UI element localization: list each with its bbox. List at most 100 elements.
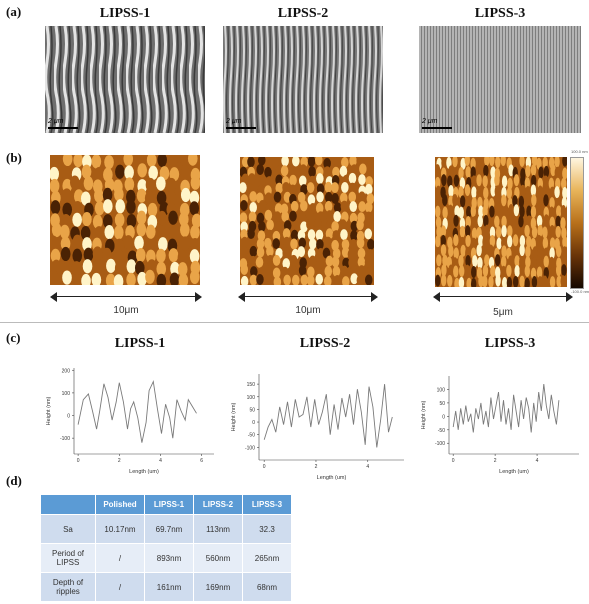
afm-bump — [348, 172, 357, 184]
afm-bump — [549, 276, 556, 287]
afm-bump — [82, 211, 92, 227]
y-tick-label: -50 — [248, 433, 255, 439]
afm-bump — [189, 249, 200, 264]
afm-bump — [157, 155, 167, 168]
afm-bump — [81, 273, 91, 285]
afm-bump — [471, 227, 478, 240]
afm-bump — [298, 264, 307, 276]
afm-bump — [554, 166, 561, 179]
afm-bump — [506, 186, 513, 199]
afm-bump — [102, 187, 113, 202]
sem-title-3: LIPSS-3 — [474, 6, 526, 21]
afm-bump — [258, 157, 266, 166]
afm-bump — [81, 164, 92, 179]
table-cell: Sa — [41, 514, 96, 544]
afm-bump — [537, 224, 543, 237]
afm-bump — [113, 274, 124, 285]
afm-bump — [550, 164, 556, 177]
afm-bump — [458, 254, 464, 267]
sem-image-lipss-2: 2 μm — [223, 26, 383, 133]
afm-bump — [478, 234, 484, 247]
afm-bump — [316, 191, 324, 203]
afm-bump — [136, 188, 147, 203]
afm-bump — [189, 190, 200, 205]
afm-bump — [554, 186, 560, 199]
afm-bump — [102, 214, 113, 229]
afm-bump — [435, 185, 442, 198]
afm-bump — [440, 225, 447, 238]
afm-bump — [316, 173, 324, 185]
afm-bump — [308, 166, 316, 178]
afm-bump — [441, 157, 447, 169]
afm-bump — [282, 247, 290, 259]
afm-bump — [342, 276, 350, 285]
afm-bump — [471, 175, 477, 188]
afm-bump — [315, 273, 324, 285]
afm-bump — [496, 237, 502, 250]
afm-bump — [83, 247, 94, 262]
afm-bump — [308, 255, 317, 267]
table-cell: 69.7nm — [144, 514, 194, 544]
height-profile-chart-1: -100 0 100 200 0 2 4 6 Length (um) Height (nm) — [46, 368, 214, 475]
afm-bump — [249, 191, 257, 203]
afm-bump — [134, 235, 144, 250]
afm-bump — [490, 166, 496, 179]
afm-bump — [519, 244, 525, 257]
afm-bump — [524, 264, 530, 277]
afm-bump — [489, 205, 495, 218]
afm-bump — [135, 247, 146, 263]
afm-bump — [50, 178, 60, 194]
afm-bump — [348, 257, 356, 269]
panel-a-label: (a) — [6, 4, 22, 19]
sem-image-lipss-3: 2 μm — [419, 26, 581, 133]
afm-bump — [333, 202, 342, 214]
afm-bump — [470, 277, 477, 287]
afm-bump — [157, 210, 167, 226]
afm-bump — [241, 173, 250, 185]
sem-texture-1 — [45, 26, 205, 133]
afm-bump — [466, 205, 472, 218]
afm-bump — [341, 157, 349, 168]
afm-bump — [543, 255, 549, 268]
afm-bump — [484, 254, 490, 267]
afm-bump — [331, 182, 339, 194]
afm-bump — [144, 238, 155, 253]
afm-bump — [325, 228, 334, 240]
afm-bump — [495, 274, 501, 287]
afm-bump — [324, 265, 333, 277]
afm-bump — [525, 165, 531, 178]
afm-bump — [348, 191, 357, 203]
afm-bump — [435, 205, 441, 218]
afm-bump — [134, 260, 145, 276]
afm-bump — [298, 175, 307, 187]
afm-bump — [514, 265, 520, 278]
afm-bump — [448, 195, 454, 208]
afm-bump — [501, 194, 507, 207]
afm-bump — [442, 206, 448, 219]
afm-bump — [349, 157, 357, 167]
afm-bump — [350, 230, 358, 242]
afm-bump — [514, 224, 520, 237]
afm-bump — [156, 248, 166, 263]
afm-bump — [292, 274, 300, 285]
sem-title-2: LIPSS-2 — [277, 6, 329, 21]
afm-bump — [180, 236, 190, 251]
x-axis-title: Length (um) — [499, 469, 529, 475]
afm-bump — [281, 157, 289, 167]
afm-bump — [114, 212, 125, 228]
afm-bump — [440, 274, 447, 287]
afm-bump — [519, 275, 525, 287]
afm-bump — [258, 221, 266, 232]
table-cell: Period of LIPSS — [41, 543, 96, 573]
afm-bump — [562, 167, 567, 180]
afm-bump — [288, 184, 297, 196]
afm-bump — [306, 182, 315, 194]
afm-bump — [325, 210, 334, 222]
afm-bump — [265, 229, 274, 241]
panel-c-label: (c) — [6, 330, 21, 345]
afm-bump — [435, 195, 441, 208]
colorbar-gradient — [571, 158, 583, 288]
y-tick-label: 50 — [439, 401, 445, 407]
afm-bump — [365, 183, 373, 195]
scale-bar-2: 2 μm — [226, 118, 256, 129]
